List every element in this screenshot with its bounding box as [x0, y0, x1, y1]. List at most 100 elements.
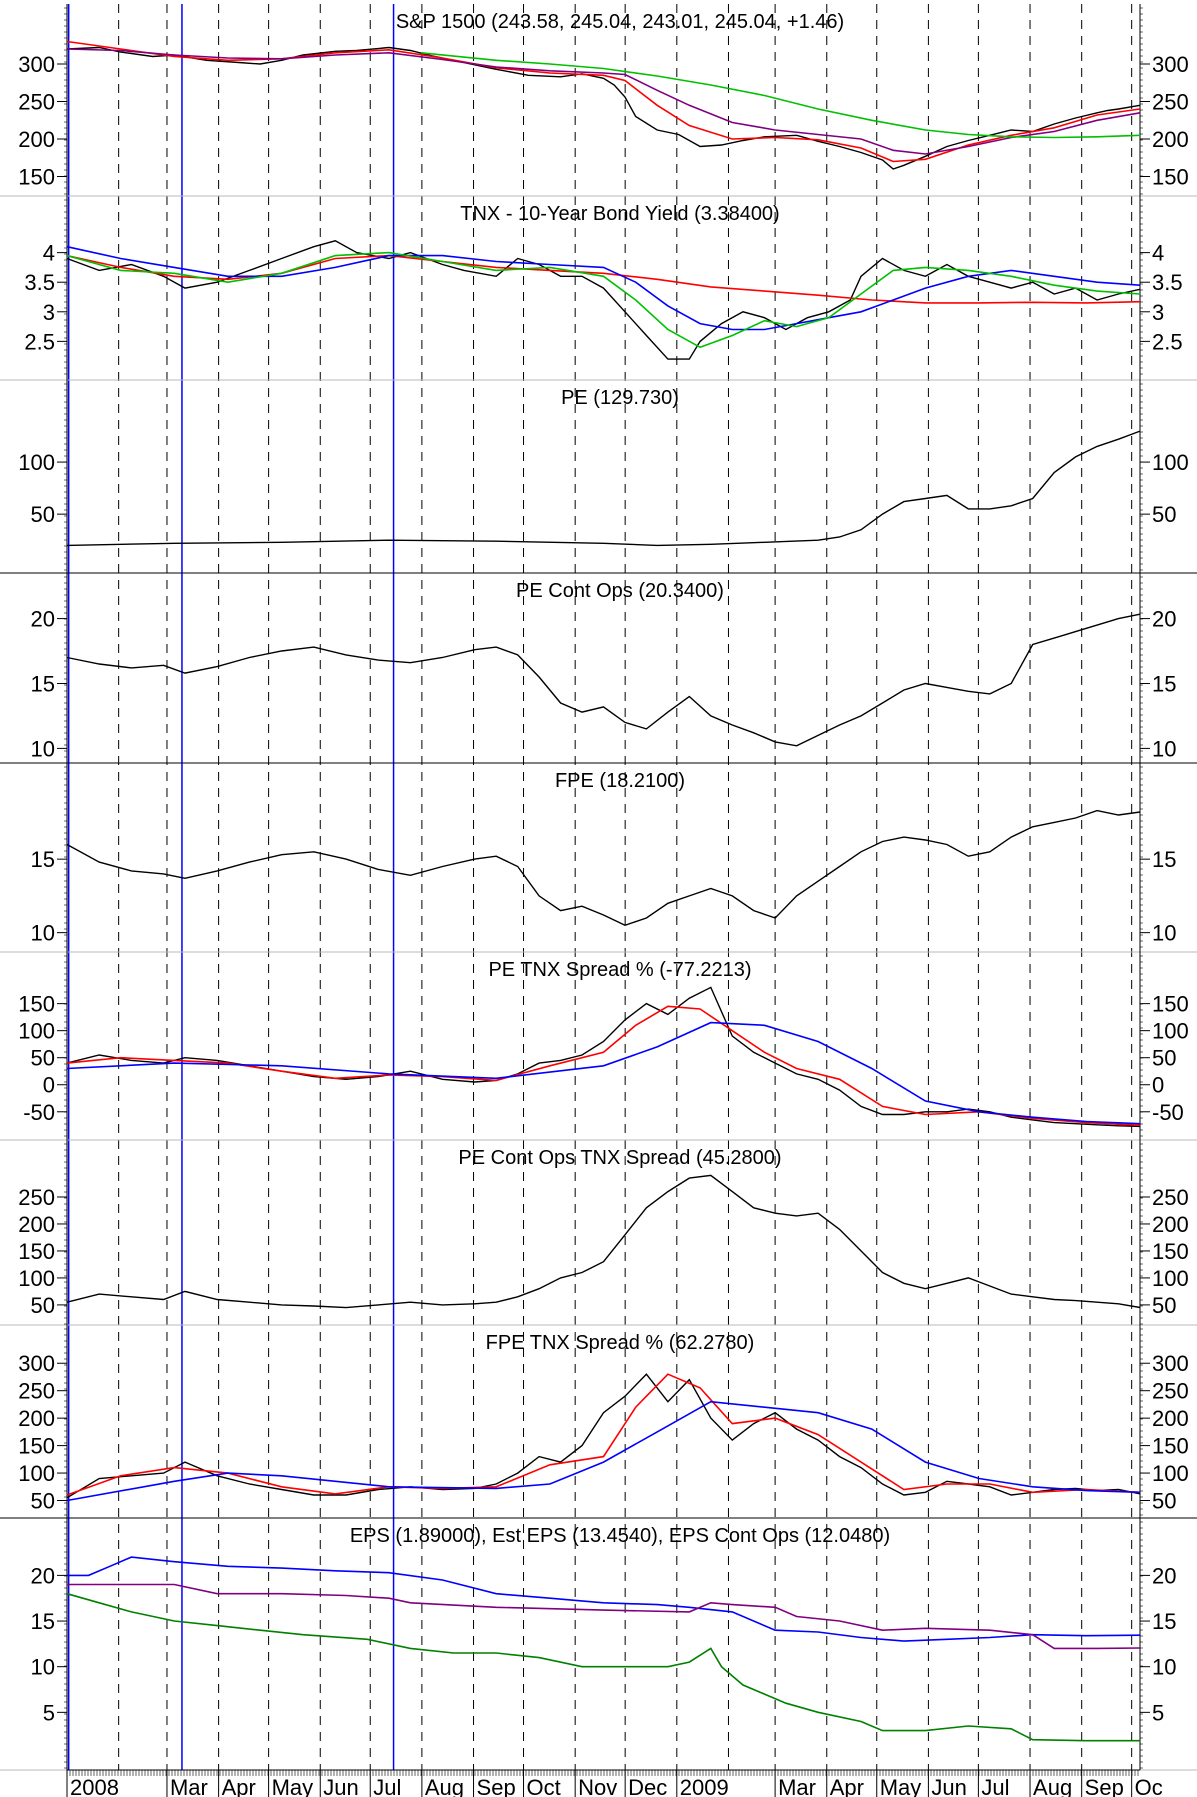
panel-title: TNX - 10-Year Bond Yield (3.38400): [460, 203, 779, 225]
panel-title: EPS (1.89000), Est EPS (13.4540), EPS Co…: [350, 1525, 890, 1547]
y-tick-label-right: 150: [1152, 1434, 1189, 1459]
x-tick-label: Mar: [170, 1775, 208, 1797]
panel-title: PE (129.730): [561, 387, 679, 409]
x-tick-label: Jul: [373, 1775, 401, 1797]
y-tick-label-left: 20: [31, 607, 55, 632]
y-tick-label-left: -50: [23, 1100, 55, 1125]
y-tick-label-left: 10: [31, 1655, 55, 1680]
y-tick-label-left: 5: [43, 1700, 55, 1725]
x-tick-label: Apr: [222, 1775, 256, 1797]
series-line-green: [66, 251, 1141, 349]
panel-title: PE Cont Ops (20.3400): [516, 580, 724, 602]
panel-title: PE Cont Ops TNX Spread (45.2800): [458, 1147, 781, 1169]
x-tick-label: May: [272, 1775, 314, 1797]
y-tick-label-left: 150: [18, 1434, 55, 1459]
panel-8: 5 5 10 10 15 15 20 20 EPS (1.89000), Est EPS (13…: [0, 1518, 1197, 1771]
panel-0: 150 150 200 200 250 250 300 300 S&P 1500 (243.58…: [0, 4, 1197, 197]
series-line-black: [66, 430, 1141, 547]
x-tick-label: Jun: [931, 1775, 966, 1797]
x-tick-label: Mar: [778, 1775, 816, 1797]
series-line-red: [66, 1005, 1141, 1127]
y-tick-label-left: 100: [18, 1019, 55, 1044]
y-tick-label-right: 100: [1152, 450, 1189, 475]
y-tick-label-right: 150: [1152, 1239, 1189, 1264]
y-tick-label-right: 300: [1152, 1351, 1189, 1376]
y-tick-label-left: 300: [18, 1351, 55, 1376]
x-tick-label: 2008: [70, 1775, 119, 1797]
y-tick-label-right: 5: [1152, 1700, 1164, 1725]
x-tick-label: Dec: [628, 1775, 667, 1797]
guide-lines: [67, 4, 395, 1770]
y-tick-label-left: 200: [18, 1212, 55, 1237]
series-line-purple: [66, 48, 1141, 155]
panel-title: FPE (18.2100): [555, 770, 685, 792]
series-line-red: [66, 1373, 1141, 1496]
y-tick-label-left: 50: [31, 1489, 55, 1514]
y-tick-label-right: 50: [1152, 502, 1176, 527]
panel-4: 10 10 15 15 FPE (18.2100): [0, 763, 1197, 953]
y-tick-label-left: 300: [18, 52, 55, 77]
y-tick-label-right: 250: [1152, 1185, 1189, 1210]
y-tick-label-left: 15: [31, 1609, 55, 1634]
y-tick-label-left: 15: [31, 847, 55, 872]
y-tick-label-left: 100: [18, 1266, 55, 1291]
x-tick-label: 2009: [680, 1775, 729, 1797]
y-tick-label-left: 2.5: [24, 329, 55, 354]
y-tick-label-right: 2.5: [1152, 329, 1183, 354]
y-tick-label-left: 10: [31, 921, 55, 946]
x-tick-label: Apr: [830, 1775, 864, 1797]
x-tick-label: Sep: [477, 1775, 516, 1797]
series-line-purple: [67, 1583, 1141, 1650]
x-tick-label: Jun: [323, 1775, 358, 1797]
y-tick-label-right: 3: [1152, 300, 1164, 325]
month-gridlines: [118, 4, 1133, 1770]
panel-title: PE TNX Spread % (-77.2213): [488, 959, 751, 981]
y-tick-label-right: 15: [1152, 671, 1176, 696]
y-tick-label-right: 10: [1152, 736, 1176, 761]
y-tick-label-left: 50: [31, 1293, 55, 1318]
x-tick-label: Oc: [1135, 1775, 1163, 1797]
y-tick-label-right: 100: [1152, 1266, 1189, 1291]
series-line-black: [66, 240, 1141, 360]
x-tick-label: Sep: [1085, 1775, 1124, 1797]
series-line-black: [66, 809, 1141, 927]
series-line-black: [66, 1174, 1141, 1309]
series-line-dark_green: [66, 1592, 1140, 1742]
y-tick-label-right: 50: [1152, 1046, 1176, 1071]
panel-title: FPE TNX Spread % (62.2780): [486, 1332, 755, 1354]
y-tick-label-left: 250: [18, 1185, 55, 1210]
y-tick-label-left: 4: [43, 241, 55, 266]
y-tick-label-right: 0: [1152, 1073, 1164, 1098]
y-tick-label-right: 200: [1152, 1406, 1189, 1431]
panel-2: 50 50 100 100 PE (129.730): [0, 380, 1197, 574]
x-tick-label: Oct: [527, 1775, 561, 1797]
y-tick-label-right: 3.5: [1152, 270, 1183, 295]
y-tick-label-right: 100: [1152, 1461, 1189, 1486]
series-line-blue: [66, 1400, 1141, 1502]
series-line-blue: [66, 245, 1141, 331]
y-tick-label-left: 150: [18, 992, 55, 1017]
y-tick-label-left: 0: [43, 1073, 55, 1098]
y-tick-label-left: 150: [18, 1239, 55, 1264]
y-tick-label-left: 100: [18, 450, 55, 475]
series-line-black: [66, 613, 1141, 747]
y-tick-label-left: 3.5: [24, 270, 55, 295]
y-tick-label-left: 250: [18, 1379, 55, 1404]
series-line-green: [421, 52, 1141, 139]
x-tick-label: Aug: [425, 1775, 464, 1797]
y-tick-label-right: 20: [1152, 607, 1176, 632]
y-tick-label-left: 200: [18, 127, 55, 152]
y-tick-label-right: 50: [1152, 1489, 1176, 1514]
y-tick-label-left: 250: [18, 90, 55, 115]
panel-1: 2.5 2.5 3 3 3.5 3.5 4 4 TNX - 10-Year Bond Yield…: [0, 196, 1197, 381]
y-tick-label-right: 150: [1152, 165, 1189, 190]
y-tick-label-right: 10: [1152, 921, 1176, 946]
y-tick-label-right: 300: [1152, 52, 1189, 77]
y-tick-label-right: 250: [1152, 90, 1189, 115]
series-line-blue: [67, 1556, 1141, 1642]
y-tick-label-right: -50: [1152, 1100, 1184, 1125]
y-tick-label-left: 200: [18, 1406, 55, 1431]
